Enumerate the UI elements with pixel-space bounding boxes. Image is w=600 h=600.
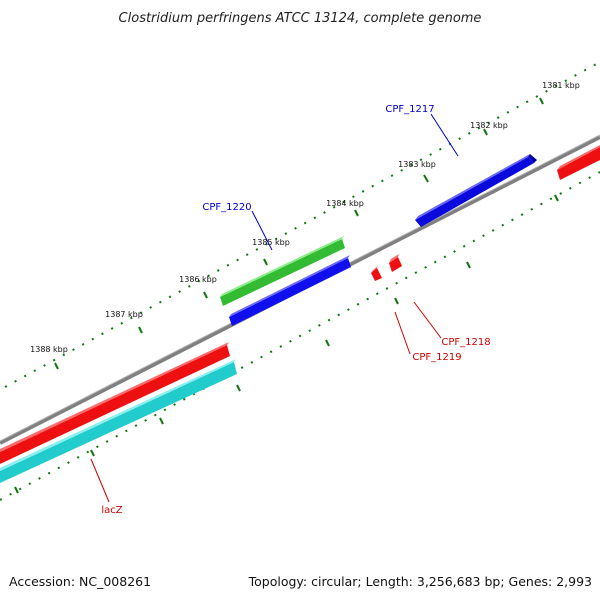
outer-major-ticks [54, 97, 544, 370]
tick-label-1388: 1388 kbp [30, 345, 68, 354]
accession-text: Accession: NC_008261 [9, 574, 151, 589]
gene-label-cpf-1217: CPF_1217 [385, 104, 434, 115]
inner-tick-dots [0, 171, 600, 501]
gene-cpf-1220-rna-block[interactable] [220, 236, 345, 306]
gene-labels: CPF_1217 CPF_1220 CPF_1218 CPF_1219 lacZ [90, 104, 491, 516]
cds-track-block[interactable] [0, 359, 237, 483]
gene-right-edge-block[interactable] [557, 145, 600, 180]
gene-lacz-block[interactable] [0, 342, 230, 464]
gene-cpf-1217-block[interactable] [415, 154, 537, 227]
map-title: Clostridium perfringens ATCC 13124, comp… [119, 11, 482, 26]
cpf-1218-leader [413, 301, 442, 339]
gene-label-lacz: lacZ [101, 505, 122, 516]
lacz-leader [90, 458, 110, 503]
cpf-1219-leader [394, 311, 411, 355]
tick-label-1386: 1386 kbp [179, 275, 217, 284]
kbp-labels: 1381 kbp 1382 kbp 1383 kbp 1384 kbp 1385… [30, 81, 580, 354]
outer-tick-ring [4, 61, 600, 388]
gene-cpf-1218-block[interactable] [389, 254, 402, 272]
gene-label-cpf-1220: CPF_1220 [202, 202, 251, 213]
inner-major-ticks [14, 194, 559, 494]
topology-text: Topology: circular; Length: 3,256,683 bp… [248, 574, 592, 589]
gene-label-cpf-1218: CPF_1218 [441, 337, 490, 348]
cpf-1220-leader [251, 210, 273, 251]
tick-label-1385: 1385 kbp [252, 238, 290, 247]
tick-label-1387: 1387 kbp [105, 310, 143, 319]
tick-label-1383: 1383 kbp [398, 160, 436, 169]
cpf-1217-leader [430, 113, 459, 157]
tick-label-1382: 1382 kbp [470, 121, 508, 130]
tick-label-1381: 1381 kbp [542, 81, 580, 90]
gene-label-cpf-1219: CPF_1219 [412, 352, 461, 363]
inner-tick-ring [0, 171, 600, 501]
tick-label-1384: 1384 kbp [326, 199, 364, 208]
gene-cpf-1220-block[interactable] [229, 255, 351, 326]
outer-tick-dots [4, 61, 600, 388]
gene-cpf-1219-block[interactable] [371, 266, 382, 281]
